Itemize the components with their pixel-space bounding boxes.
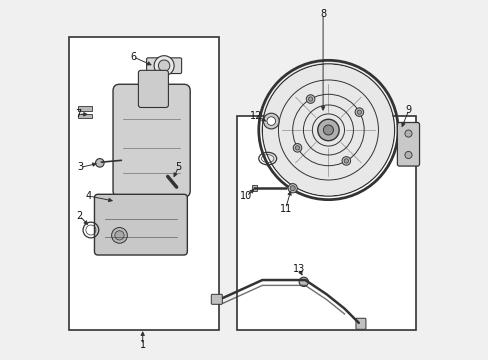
Circle shape	[263, 64, 393, 195]
Circle shape	[357, 110, 361, 114]
FancyBboxPatch shape	[138, 70, 168, 108]
Circle shape	[287, 184, 297, 193]
Text: 8: 8	[319, 9, 325, 19]
Circle shape	[293, 144, 301, 152]
Circle shape	[299, 277, 308, 287]
Circle shape	[404, 130, 411, 137]
Circle shape	[111, 228, 127, 243]
Circle shape	[115, 231, 124, 240]
Circle shape	[308, 97, 312, 101]
Circle shape	[95, 158, 104, 167]
Text: 7: 7	[75, 109, 81, 119]
Circle shape	[354, 108, 363, 116]
Circle shape	[158, 60, 169, 71]
Circle shape	[263, 113, 279, 129]
FancyBboxPatch shape	[113, 84, 190, 197]
Text: 1: 1	[140, 340, 145, 350]
FancyBboxPatch shape	[237, 116, 415, 330]
FancyBboxPatch shape	[251, 185, 257, 191]
FancyBboxPatch shape	[146, 58, 181, 73]
FancyBboxPatch shape	[78, 107, 92, 111]
Circle shape	[266, 117, 275, 125]
Text: 11: 11	[279, 203, 291, 213]
Circle shape	[323, 125, 333, 135]
Circle shape	[154, 56, 174, 76]
Text: 9: 9	[405, 105, 411, 115]
Circle shape	[295, 146, 299, 150]
Circle shape	[344, 159, 348, 163]
Circle shape	[341, 157, 350, 165]
Circle shape	[128, 198, 135, 205]
Circle shape	[404, 152, 411, 158]
Text: 12: 12	[249, 111, 262, 121]
FancyBboxPatch shape	[211, 294, 222, 304]
Text: 4: 4	[86, 191, 92, 201]
Text: 10: 10	[240, 191, 252, 201]
Text: 3: 3	[77, 162, 83, 172]
Circle shape	[290, 186, 295, 191]
FancyBboxPatch shape	[355, 318, 365, 329]
Circle shape	[113, 195, 125, 208]
Text: 2: 2	[76, 211, 82, 221]
FancyBboxPatch shape	[78, 113, 92, 118]
Circle shape	[125, 195, 138, 208]
FancyBboxPatch shape	[94, 194, 187, 255]
Circle shape	[305, 95, 314, 103]
Text: 13: 13	[292, 264, 305, 274]
Text: 5: 5	[175, 162, 181, 172]
Text: 6: 6	[130, 52, 136, 62]
Circle shape	[116, 198, 123, 205]
FancyBboxPatch shape	[69, 37, 219, 330]
FancyBboxPatch shape	[397, 122, 419, 166]
Circle shape	[317, 119, 339, 141]
